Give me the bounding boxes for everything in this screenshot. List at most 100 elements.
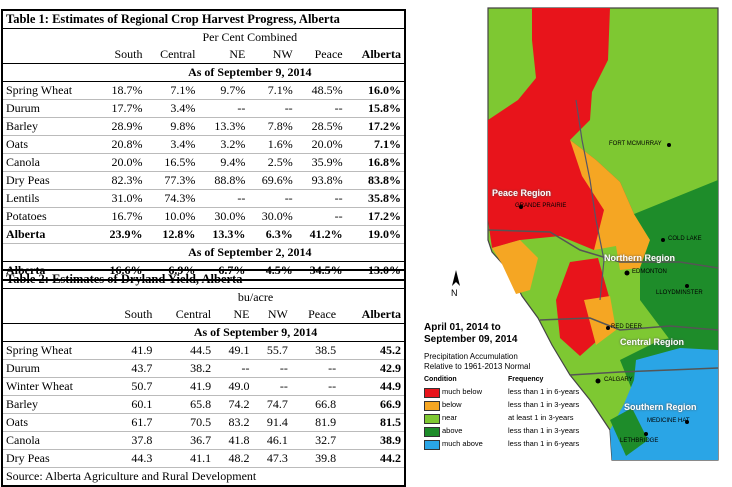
cell-value: 41.9 xyxy=(155,377,215,396)
table-row: Durum 43.7 38.2 -- -- -- 42.9 xyxy=(2,359,405,378)
cell-value: -- xyxy=(290,359,340,378)
row-label: Durum xyxy=(2,99,96,118)
cell-value: 17.2% xyxy=(345,207,405,226)
legend-swatch xyxy=(424,427,440,437)
table1-asof-sep9: As of September 9, 2014 xyxy=(95,63,405,82)
cell-value: 91.4 xyxy=(252,413,291,432)
column-header: Alberta xyxy=(361,307,401,321)
cell-value: 81.9 xyxy=(290,413,340,432)
cell-value: 74.2 xyxy=(214,395,253,414)
row-label: Oats xyxy=(2,135,96,154)
cell-value: 3.2% xyxy=(198,135,249,154)
region-boundary-north xyxy=(487,229,719,269)
cell-value: 9.4% xyxy=(198,153,249,172)
map-subtitle-line2: Relative to 1961-2013 Normal xyxy=(424,362,531,371)
table-row: Oats 20.8% 3.4% 3.2% 1.6% 20.0% 7.1% xyxy=(2,135,405,154)
river-line xyxy=(575,99,605,301)
cell-value: -- xyxy=(295,99,346,118)
cell-value: 77.3% xyxy=(145,171,199,190)
cell-value: 1.6% xyxy=(248,135,296,154)
region-label-peace: Peace Region xyxy=(492,188,552,198)
cell-value: 28.5% xyxy=(295,117,346,136)
cell-value: 32.7 xyxy=(290,431,340,450)
table2-subheader: bu/acre xyxy=(237,290,274,304)
dryland-yield-table: Table 2: Estimates of Dryland Yield, Alb… xyxy=(1,269,406,487)
cell-value: 9.7% xyxy=(198,81,249,100)
city-dot-edmonton xyxy=(624,270,630,276)
city-lethbridge: LETHBRIDGE xyxy=(620,438,659,444)
legend-swatch xyxy=(424,401,440,411)
cell-value: 16.5% xyxy=(145,153,199,172)
row-label: Canola xyxy=(2,153,96,172)
table2-asof: As of September 9, 2014 xyxy=(107,323,405,342)
map-subtitle-line1: Precipitation Accumulation xyxy=(424,352,518,361)
map-subtitle: Precipitation Accumulation Relative to 1… xyxy=(424,352,530,372)
cell-value: 44.2 xyxy=(339,449,405,468)
cell-value: 81.5 xyxy=(339,413,405,432)
legend-condition: much above xyxy=(442,439,483,448)
cell-value: 49.0 xyxy=(214,377,253,396)
cell-value: -- xyxy=(290,377,340,396)
cell-value: 30.0% xyxy=(248,207,296,226)
column-header: South xyxy=(114,47,143,61)
cell-value: 74.7 xyxy=(252,395,291,414)
cell-value: 20.8% xyxy=(95,135,146,154)
cell-value: 88.8% xyxy=(198,171,249,190)
cell-value: 41.2% xyxy=(295,225,346,244)
row-label: Dry Peas xyxy=(2,171,96,190)
table-row: Barley 28.9% 9.8% 13.3% 7.8% 28.5% 17.2% xyxy=(2,117,405,136)
city-dot-medicine-hat xyxy=(685,420,689,424)
city-dot-lethbridge xyxy=(644,432,648,436)
row-label: Spring Wheat xyxy=(2,81,96,100)
row-label: Spring Wheat xyxy=(2,341,108,360)
cell-value: 20.0% xyxy=(95,153,146,172)
cell-value: 83.2 xyxy=(214,413,253,432)
city-grande-prairie: GRANDE PRAIRIE xyxy=(515,203,567,209)
city-red-deer: RED DEER xyxy=(611,324,643,330)
row-label: Lentils xyxy=(2,189,96,208)
legend-frequency: less than 1 in 3-years xyxy=(508,400,580,409)
legend-frequency: less than 1 in 6-years xyxy=(508,387,580,396)
above-zone-south-west xyxy=(610,408,648,456)
region-boundary-south xyxy=(569,367,719,376)
legend-frequency: less than 1 in 6-years xyxy=(508,439,580,448)
cell-value: 43.7 xyxy=(107,359,156,378)
cell-value: -- xyxy=(252,377,291,396)
cell-value: 9.8% xyxy=(145,117,199,136)
table2-source: Source: Alberta Agriculture and Rural De… xyxy=(6,469,257,483)
cell-value: 7.1% xyxy=(145,81,199,100)
region-label-southern: Southern Region xyxy=(624,402,697,412)
cell-value: 41.9 xyxy=(107,341,156,360)
legend-condition: above xyxy=(442,426,463,435)
cell-value: 20.0% xyxy=(295,135,346,154)
city-dot-cold-lake xyxy=(661,238,665,242)
legend-frequency: at least 1 in 3-years xyxy=(508,413,574,422)
cell-value: 12.8% xyxy=(145,225,199,244)
city-dot-fort-mcmurray xyxy=(667,143,671,147)
map-title-line2: September 09, 2014 xyxy=(424,334,518,345)
cell-value: 15.8% xyxy=(345,99,405,118)
cell-value: 66.8 xyxy=(290,395,340,414)
row-label: Barley xyxy=(2,395,108,414)
row-label: Dry Peas xyxy=(2,449,108,468)
region-boundary-central xyxy=(539,317,719,331)
cell-value: -- xyxy=(248,99,296,118)
cell-value: 2.5% xyxy=(248,153,296,172)
cell-value: 55.7 xyxy=(252,341,291,360)
cell-value: 35.8% xyxy=(345,189,405,208)
table-row: Canola 37.8 36.7 41.8 46.1 32.7 38.9 xyxy=(2,431,405,450)
cell-value: 38.2 xyxy=(155,359,215,378)
cell-value: 18.7% xyxy=(95,81,146,100)
legend-swatch xyxy=(424,440,440,450)
city-fort-mcmurray: FORT MCMURRAY xyxy=(609,141,662,147)
cell-value: 49.1 xyxy=(214,341,253,360)
row-label: Durum xyxy=(2,359,108,378)
below-zone-north xyxy=(570,140,650,270)
cell-value: -- xyxy=(295,207,346,226)
cell-value: 17.2% xyxy=(345,117,405,136)
below-zone-west xyxy=(492,240,538,294)
cell-value: 65.8 xyxy=(155,395,215,414)
cell-value: 48.5% xyxy=(295,81,346,100)
region-label-northern: Northern Region xyxy=(604,253,675,263)
city-cold-lake: COLD LAKE xyxy=(668,236,702,242)
